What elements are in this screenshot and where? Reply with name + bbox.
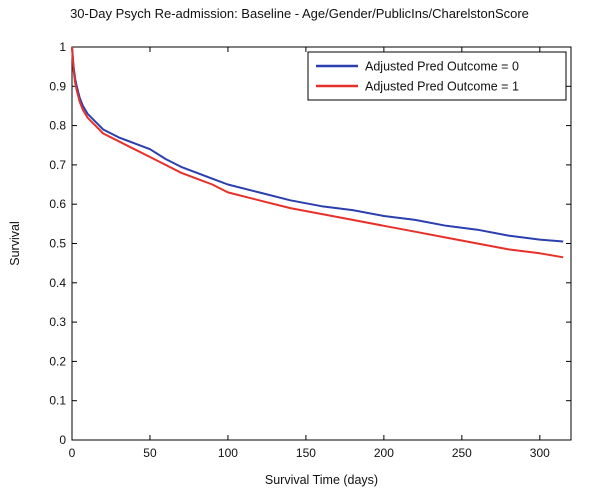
y-tick-label: 0.1 [49,394,66,408]
x-tick-label: 100 [218,446,238,460]
y-tick-label: 1 [59,40,66,54]
x-tick-label: 50 [143,446,157,460]
plot-frame [71,46,572,441]
plot-border [71,46,572,441]
legend-box [307,51,567,101]
x-tick-label: 300 [530,446,550,460]
x-axis-ticks: 0 50 100 150 200 250 300 [69,47,550,460]
x-axis-label: Survival Time (days) [265,473,378,487]
chart-title: 30-Day Psych Re-admission: Baseline - Ag… [70,6,529,21]
y-tick-label: 0.8 [49,119,66,133]
legend-label-0: Adjusted Pred Outcome = 0 [365,60,519,74]
y-tick-label: 0.5 [49,237,66,251]
x-tick-label: 200 [374,446,394,460]
series-lines [71,46,564,259]
legend: Adjusted Pred Outcome = 0 Adjusted Pred O… [307,51,567,101]
y-tick-label: 0.9 [49,79,66,93]
y-tick-label: 0.7 [49,158,66,172]
series-line-1 [71,46,564,259]
y-tick-label: 0.6 [49,197,66,211]
x-tick-label: 150 [296,446,316,460]
y-tick-label: 0 [59,433,66,447]
legend-label-1: Adjusted Pred Outcome = 1 [365,80,519,94]
x-tick-label: 250 [452,446,472,460]
y-axis-label: Survival [8,221,22,265]
x-tick-label: 0 [69,446,76,460]
y-tick-label: 0.4 [49,276,66,290]
y-axis-ticks: 0 0.1 0.2 0.3 0.4 0.5 0.6 0.7 0.8 0.9 1 [49,40,571,447]
y-tick-label: 0.2 [49,354,66,368]
series-line-0 [71,46,564,243]
y-tick-label: 0.3 [49,315,66,329]
